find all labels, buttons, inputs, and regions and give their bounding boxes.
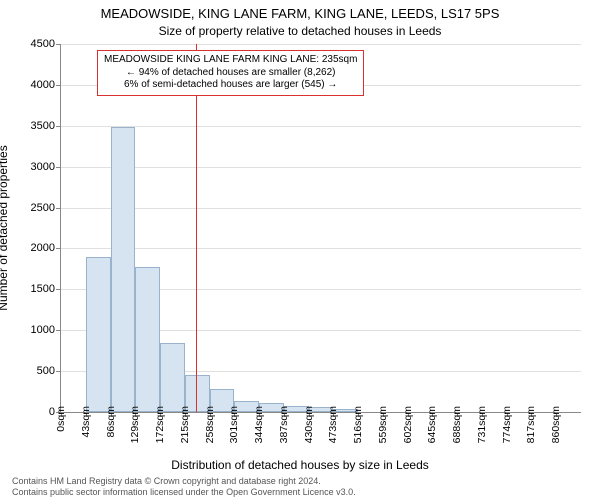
y-axis-label: Number of detached properties <box>0 145 10 310</box>
x-axis-label: Distribution of detached houses by size … <box>0 458 600 472</box>
xtick-label: 688sqm <box>451 406 463 443</box>
plot-area: 0500100015002000250030003500400045000sqm… <box>60 44 581 413</box>
xtick-label: 645sqm <box>426 406 438 443</box>
xtick-label: 774sqm <box>501 406 513 443</box>
ytick-label: 2000 <box>21 242 55 254</box>
histogram-bar <box>86 257 111 412</box>
xtick-label: 516sqm <box>352 406 364 443</box>
ytick-mark <box>56 330 61 331</box>
xtick-label: 215sqm <box>179 406 191 443</box>
ytick-label: 3500 <box>21 120 55 132</box>
xtick-label: 258sqm <box>204 406 216 443</box>
xtick-label: 430sqm <box>303 406 315 443</box>
xtick-label: 43sqm <box>80 406 92 438</box>
gridline <box>61 126 581 127</box>
gridline <box>61 248 581 249</box>
xtick-label: 387sqm <box>278 406 290 443</box>
footer-line1: Contains HM Land Registry data © Crown c… <box>12 476 356 487</box>
ytick-label: 1500 <box>21 283 55 295</box>
xtick-label: 0sqm <box>55 406 67 432</box>
chart-title-line2: Size of property relative to detached ho… <box>0 24 600 38</box>
chart-container: MEADOWSIDE, KING LANE FARM, KING LANE, L… <box>0 0 600 500</box>
annotation-line1: MEADOWSIDE KING LANE FARM KING LANE: 235… <box>104 54 357 67</box>
ytick-mark <box>56 289 61 290</box>
ytick-mark <box>56 126 61 127</box>
histogram-bar <box>135 267 160 412</box>
xtick-label: 559sqm <box>377 406 389 443</box>
ytick-label: 4000 <box>21 79 55 91</box>
xtick-label: 602sqm <box>402 406 414 443</box>
ytick-mark <box>56 371 61 372</box>
ytick-mark <box>56 167 61 168</box>
histogram-bar <box>111 127 136 412</box>
xtick-label: 860sqm <box>550 406 562 443</box>
ytick-label: 500 <box>21 365 55 377</box>
xtick-label: 129sqm <box>129 406 141 443</box>
xtick-label: 86sqm <box>105 406 117 438</box>
xtick-label: 731sqm <box>476 406 488 443</box>
ytick-mark <box>56 44 61 45</box>
ytick-mark <box>56 208 61 209</box>
histogram-bar <box>160 343 185 412</box>
gridline <box>61 44 581 45</box>
ytick-mark <box>56 85 61 86</box>
xtick-label: 344sqm <box>253 406 265 443</box>
ytick-label: 1000 <box>21 324 55 336</box>
chart-title-line1: MEADOWSIDE, KING LANE FARM, KING LANE, L… <box>0 6 600 21</box>
ytick-label: 2500 <box>21 202 55 214</box>
annotation-line3: 6% of semi-detached houses are larger (5… <box>104 79 357 92</box>
gridline <box>61 167 581 168</box>
annotation-box: MEADOWSIDE KING LANE FARM KING LANE: 235… <box>97 50 364 96</box>
ytick-mark <box>56 248 61 249</box>
footer-attribution: Contains HM Land Registry data © Crown c… <box>12 476 356 499</box>
ytick-label: 3000 <box>21 161 55 173</box>
ytick-label: 4500 <box>21 38 55 50</box>
gridline <box>61 208 581 209</box>
xtick-label: 817sqm <box>525 406 537 443</box>
xtick-label: 301sqm <box>228 406 240 443</box>
ytick-label: 0 <box>21 406 55 418</box>
annotation-line2: ← 94% of detached houses are smaller (8,… <box>104 67 357 80</box>
xtick-label: 473sqm <box>327 406 339 443</box>
marker-line <box>196 44 197 412</box>
xtick-label: 172sqm <box>154 406 166 443</box>
footer-line2: Contains public sector information licen… <box>12 487 356 498</box>
